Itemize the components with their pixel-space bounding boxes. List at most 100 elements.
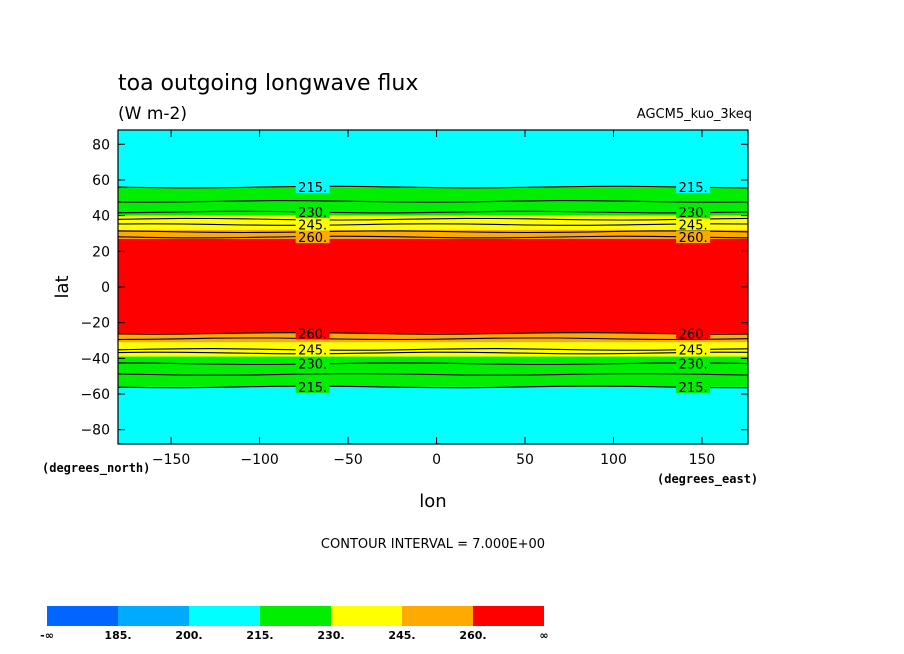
colorbar-label: 185. <box>104 629 131 642</box>
contour-label-bg <box>676 357 711 370</box>
x-tick-label: 150 <box>689 452 716 468</box>
x-tick-label: −150 <box>152 452 190 468</box>
x-tick-label: 0 <box>432 452 441 468</box>
contour-label: 245. <box>295 343 330 358</box>
colorbar-swatch <box>189 606 260 626</box>
dataset-label: AGCM5_kuo_3keq <box>637 107 752 122</box>
contour-line <box>117 348 749 351</box>
contour-label-text: 230. <box>679 206 708 221</box>
contour-label: 245. <box>676 343 711 358</box>
contour-label-bg <box>676 380 711 393</box>
contour-label-bg <box>295 218 330 231</box>
colorbar-label: ∞ <box>539 629 548 642</box>
contour-label-text: 260. <box>298 327 327 342</box>
contour-label: 215. <box>295 181 330 196</box>
x-tick-label: 100 <box>600 452 627 468</box>
contour-label-bg <box>676 231 711 244</box>
contour-label: 260. <box>295 231 330 246</box>
contour-label-text: 215. <box>679 381 708 396</box>
contour-label-bg <box>676 343 711 356</box>
contour-line <box>117 210 749 214</box>
colorbar-label: 230. <box>317 629 344 642</box>
contour-line <box>117 200 749 203</box>
contour-line <box>117 185 749 189</box>
fill-band <box>118 386 748 444</box>
contour-label-text: 215. <box>298 181 327 196</box>
contour-label-bg <box>295 380 330 393</box>
contour-line <box>117 217 749 221</box>
fill-band <box>118 229 748 239</box>
fill-band <box>118 356 748 387</box>
colorbar: -∞ 185. 200. 215. 230. 245. 260. ∞ <box>40 606 549 642</box>
contour-label: 245. <box>295 218 330 234</box>
y-tick-label: 80 <box>92 137 110 153</box>
x-axis-ticks: −150 −100 −50 0 50 100 150 <box>152 130 715 468</box>
contour-label-bg <box>676 327 711 340</box>
fill-band <box>118 238 748 334</box>
y-axis-ticks: 80 60 40 20 0 −20 −40 −60 −80 <box>80 137 748 439</box>
contour-label-bg <box>676 218 711 231</box>
contour-label-text: 215. <box>679 181 708 196</box>
contour-label: 245. <box>676 218 711 234</box>
contour-lines <box>117 185 749 389</box>
colorbar-swatch <box>473 606 544 626</box>
contour-label-bg <box>295 327 330 340</box>
y-tick-label: −60 <box>80 387 110 403</box>
contour-label: 230. <box>676 206 711 221</box>
contour-line <box>117 230 749 234</box>
contour-label: 230. <box>676 357 711 373</box>
fill-band <box>118 215 748 230</box>
x-axis-label: lon <box>419 491 446 512</box>
x-tick-label: 50 <box>516 452 534 468</box>
contour-label-text: 260. <box>298 231 327 246</box>
fill-band <box>118 333 748 343</box>
contour-line <box>117 332 749 335</box>
contour-line <box>117 351 749 355</box>
colorbar-label: 200. <box>175 629 202 642</box>
contour-label-bg <box>295 231 330 244</box>
y-axis-label: lat <box>52 275 73 298</box>
contour-line <box>117 385 749 389</box>
contour-label-text: 230. <box>298 358 327 373</box>
contour-label-bg <box>295 343 330 356</box>
x-axis-units: (degrees_east) <box>657 472 758 487</box>
colorbar-swatch <box>118 606 189 626</box>
y-tick-label: 60 <box>92 173 110 189</box>
contour-interval-text: CONTOUR INTERVAL = 7.000E+00 <box>321 537 545 552</box>
contour-label: 260. <box>676 327 711 342</box>
contour-label: 260. <box>676 231 711 246</box>
contour-label: 215. <box>295 380 330 396</box>
colorbar-label: 215. <box>246 629 273 642</box>
contour-label-bg <box>676 206 711 219</box>
contour-label: 230. <box>295 357 330 373</box>
contour-label-text: 245. <box>679 219 708 234</box>
contour-label-text: 245. <box>298 343 327 358</box>
contour-label-bg <box>295 206 330 219</box>
contour-label-bg <box>295 181 330 194</box>
contour-labels: 215. 215.230. 230.245. 245.260. 260.260. 260.… <box>295 181 711 396</box>
contour-line <box>117 362 749 366</box>
colorbar-swatch <box>47 606 118 626</box>
fill-bands <box>118 130 748 444</box>
contour-label-text: 245. <box>298 219 327 234</box>
contour-line <box>117 223 749 226</box>
contour-label-text: 245. <box>679 343 708 358</box>
x-tick-label: −100 <box>240 452 278 468</box>
y-tick-label: 0 <box>101 280 110 296</box>
fill-band <box>118 130 748 188</box>
contour-line <box>117 337 749 341</box>
colorbar-swatch <box>260 606 331 626</box>
colorbar-label: -∞ <box>40 629 54 642</box>
contour-label: 260. <box>295 327 330 342</box>
contour-label: 215. <box>676 380 711 396</box>
contour-line <box>117 373 749 376</box>
contour-line <box>117 235 749 239</box>
contour-label-text: 230. <box>298 206 327 221</box>
y-tick-label: −20 <box>80 316 110 332</box>
contour-label: 230. <box>295 206 330 221</box>
y-tick-label: −80 <box>80 423 110 439</box>
chart-units: (W m-2) <box>118 104 187 124</box>
y-axis-units: (degrees_north) <box>42 461 150 476</box>
contour-label-text: 230. <box>679 358 708 373</box>
colorbar-swatch <box>331 606 402 626</box>
